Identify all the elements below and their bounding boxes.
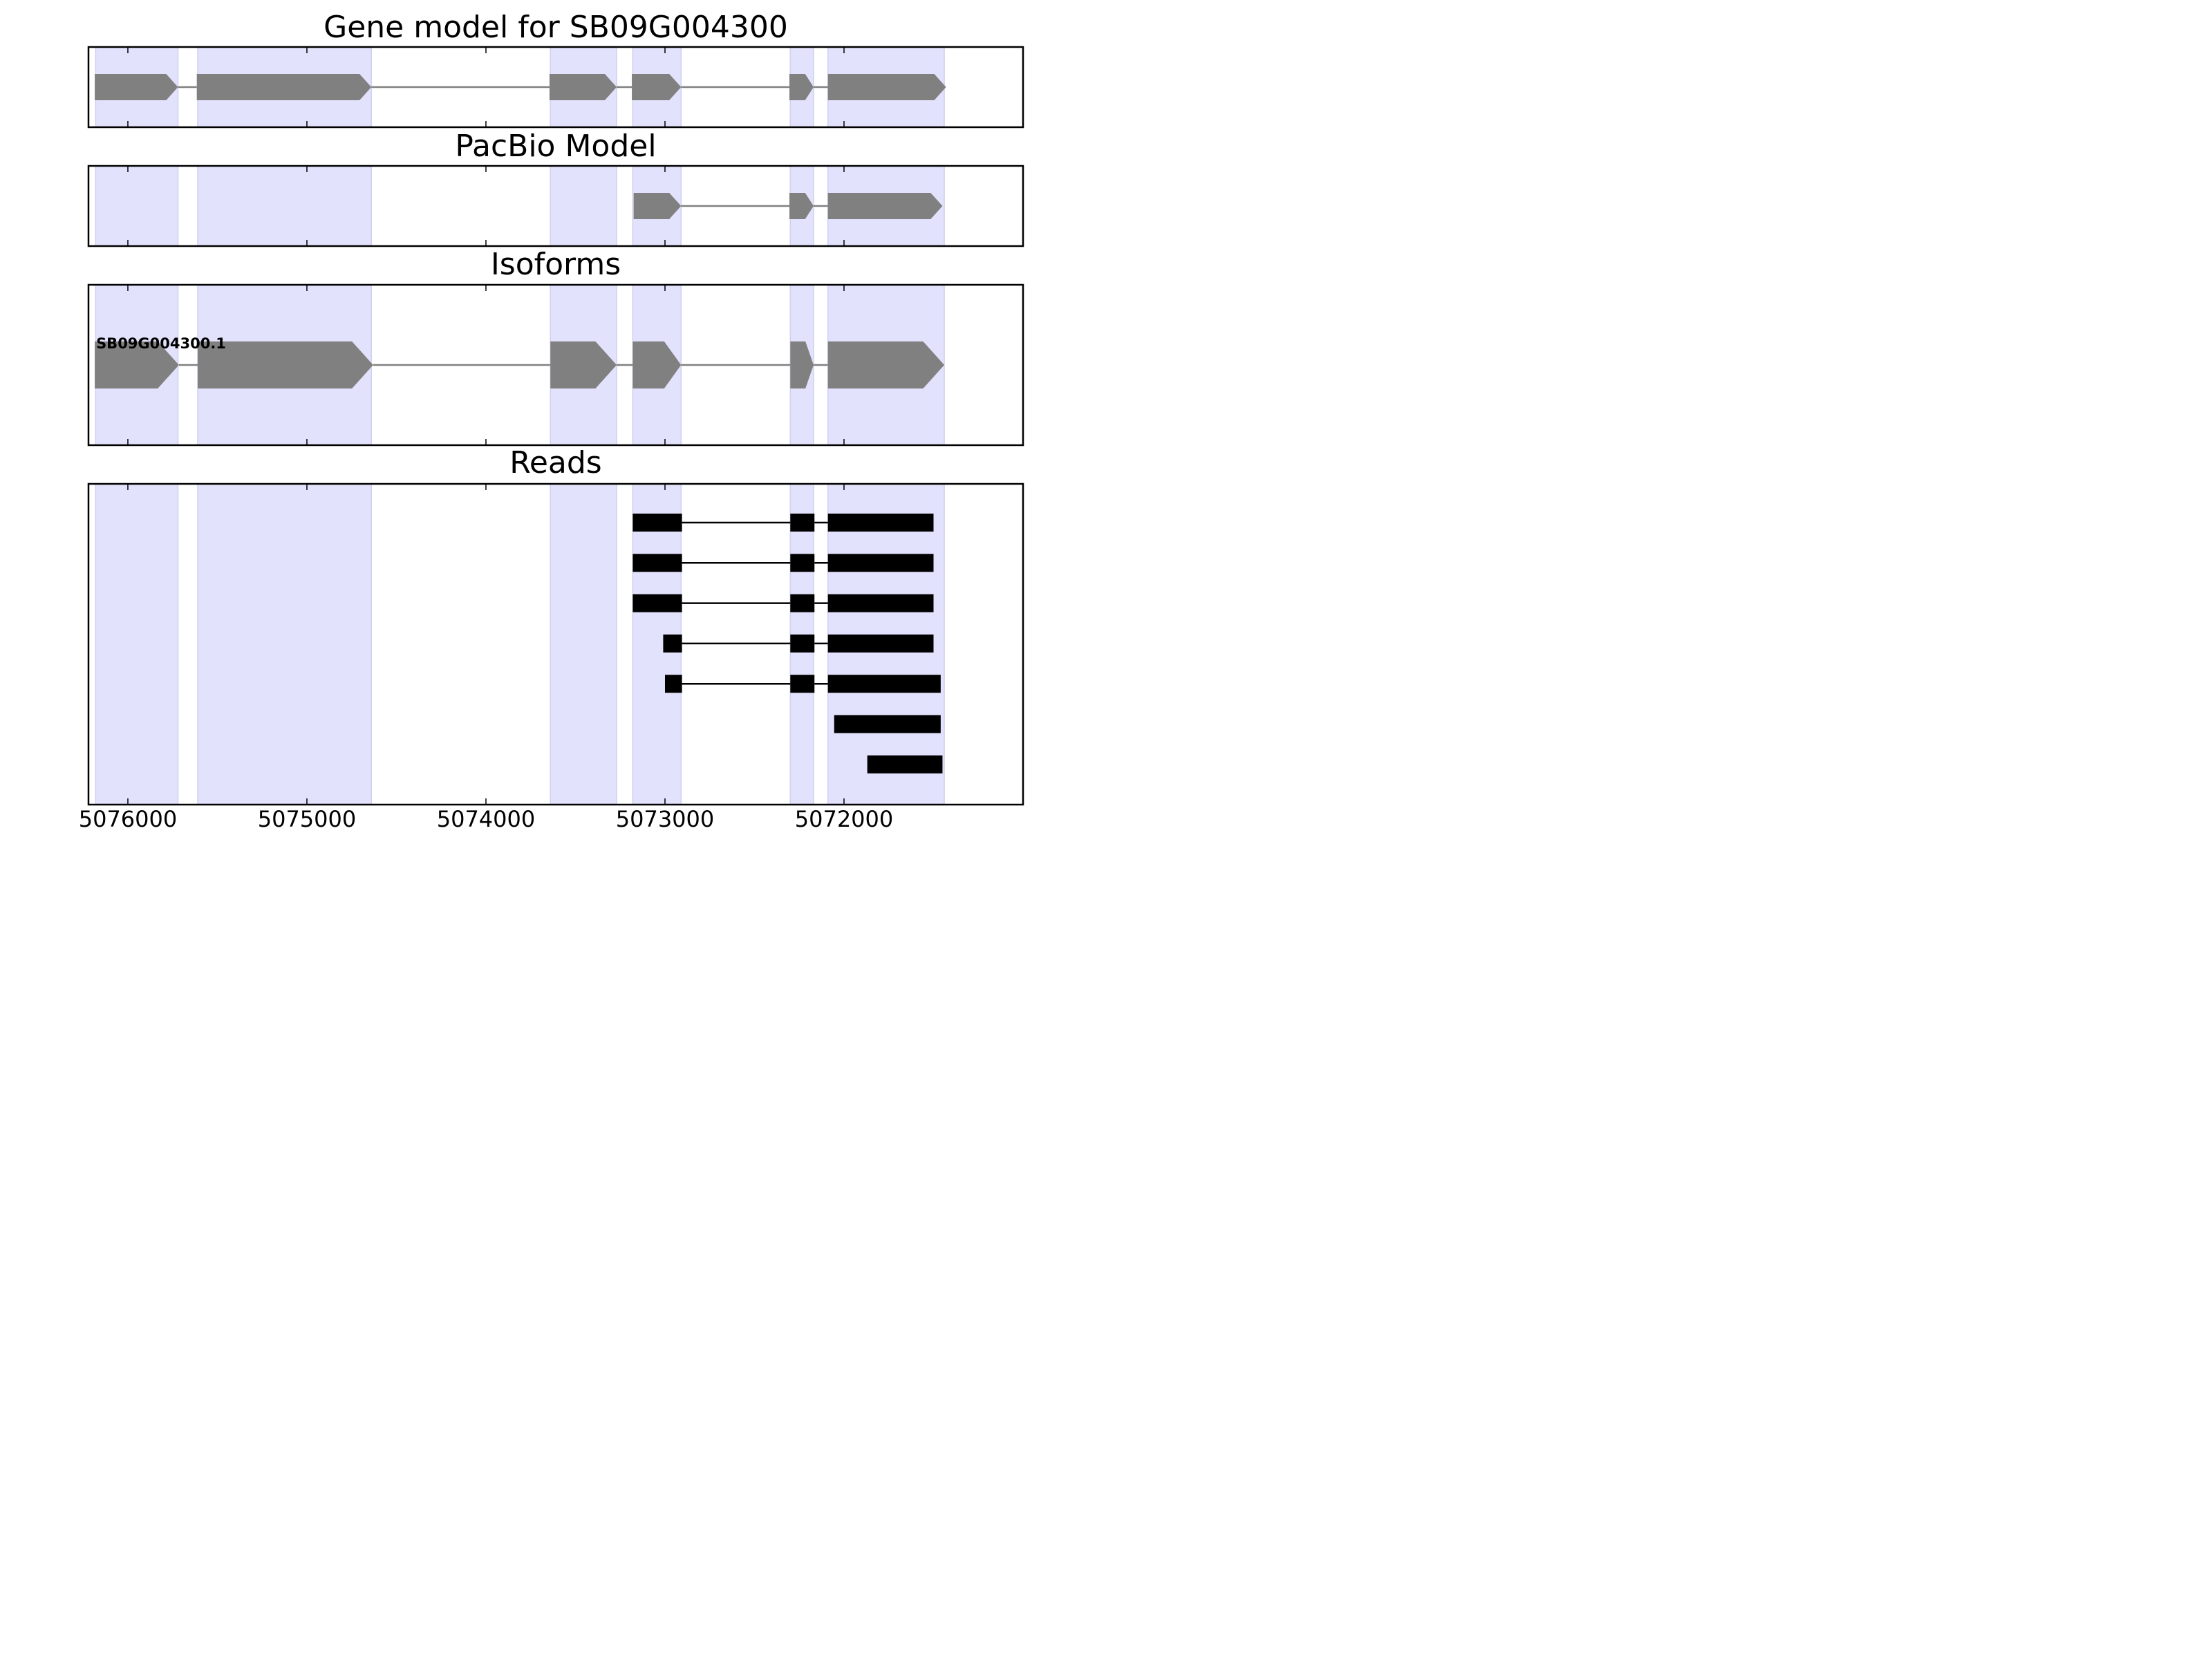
read-feature bbox=[632, 514, 934, 532]
highlight-region bbox=[550, 483, 617, 805]
read-feature bbox=[632, 554, 934, 572]
exon-block bbox=[550, 341, 617, 388]
transcript-feature bbox=[95, 341, 945, 388]
highlight-region bbox=[95, 165, 179, 247]
read-block bbox=[834, 715, 941, 733]
read-block bbox=[827, 554, 934, 572]
read-block bbox=[827, 675, 941, 693]
read-block bbox=[664, 675, 682, 693]
exon-block bbox=[95, 74, 178, 100]
read-block bbox=[827, 634, 934, 653]
read-feature bbox=[632, 594, 934, 612]
panel-4: Reads bbox=[87, 445, 1024, 806]
panel-title: Reads bbox=[509, 445, 601, 480]
highlight-region bbox=[197, 165, 372, 247]
read-block bbox=[663, 634, 682, 653]
exon-block bbox=[632, 341, 682, 388]
x-tick-label: 5074000 bbox=[437, 806, 536, 830]
panel-title: Gene model for SB09G004300 bbox=[324, 10, 788, 45]
panel-frame bbox=[87, 46, 1024, 129]
highlight-region bbox=[197, 483, 372, 805]
exon-block bbox=[827, 193, 943, 219]
read-block bbox=[827, 594, 934, 612]
panel-title: PacBio Model bbox=[455, 129, 656, 164]
transcript-feature bbox=[95, 74, 946, 100]
exon-block bbox=[196, 74, 372, 100]
transcript-feature bbox=[633, 193, 943, 219]
read-block bbox=[827, 514, 934, 532]
read-feature bbox=[663, 634, 934, 653]
x-tick-label: 5075000 bbox=[258, 806, 357, 830]
read-block bbox=[790, 634, 815, 653]
exon-block bbox=[789, 74, 814, 100]
read-feature bbox=[867, 755, 943, 774]
exon-block bbox=[549, 74, 617, 100]
panel-3: Isoforms SB09G004300.1 bbox=[87, 247, 1024, 447]
read-block bbox=[632, 554, 682, 572]
exon-block bbox=[790, 341, 814, 388]
exon-block bbox=[95, 341, 179, 388]
gene-track-figure: Gene model for SB09G004300 PacBio Model Is… bbox=[79, 10, 1024, 830]
read-feature bbox=[664, 675, 941, 693]
read-block bbox=[632, 514, 682, 532]
read-block bbox=[790, 675, 815, 693]
panel-frame bbox=[87, 482, 1024, 806]
highlight-region bbox=[95, 483, 179, 805]
exon-block bbox=[827, 74, 946, 100]
panel-2: PacBio Model bbox=[87, 129, 1024, 247]
exon-block bbox=[633, 193, 682, 219]
x-tick-label: 5076000 bbox=[79, 806, 178, 830]
x-tick-label: 5073000 bbox=[616, 806, 715, 830]
panel-frame bbox=[87, 165, 1024, 247]
read-block bbox=[790, 514, 815, 532]
exon-block bbox=[632, 74, 682, 100]
exon-block bbox=[789, 193, 814, 219]
read-block bbox=[867, 755, 943, 774]
read-feature bbox=[834, 715, 941, 733]
x-tick-label: 5072000 bbox=[795, 806, 894, 830]
panel-1: Gene model for SB09G004300 bbox=[87, 10, 1024, 129]
isoform-label: SB09G004300.1 bbox=[96, 335, 226, 352]
panel-title: Isoforms bbox=[491, 247, 621, 282]
highlight-region bbox=[550, 165, 617, 247]
panel-frame bbox=[87, 283, 1024, 447]
read-block bbox=[632, 594, 682, 612]
exon-block bbox=[827, 341, 945, 388]
exon-block bbox=[197, 341, 373, 388]
read-block bbox=[790, 594, 815, 612]
read-block bbox=[790, 554, 815, 572]
